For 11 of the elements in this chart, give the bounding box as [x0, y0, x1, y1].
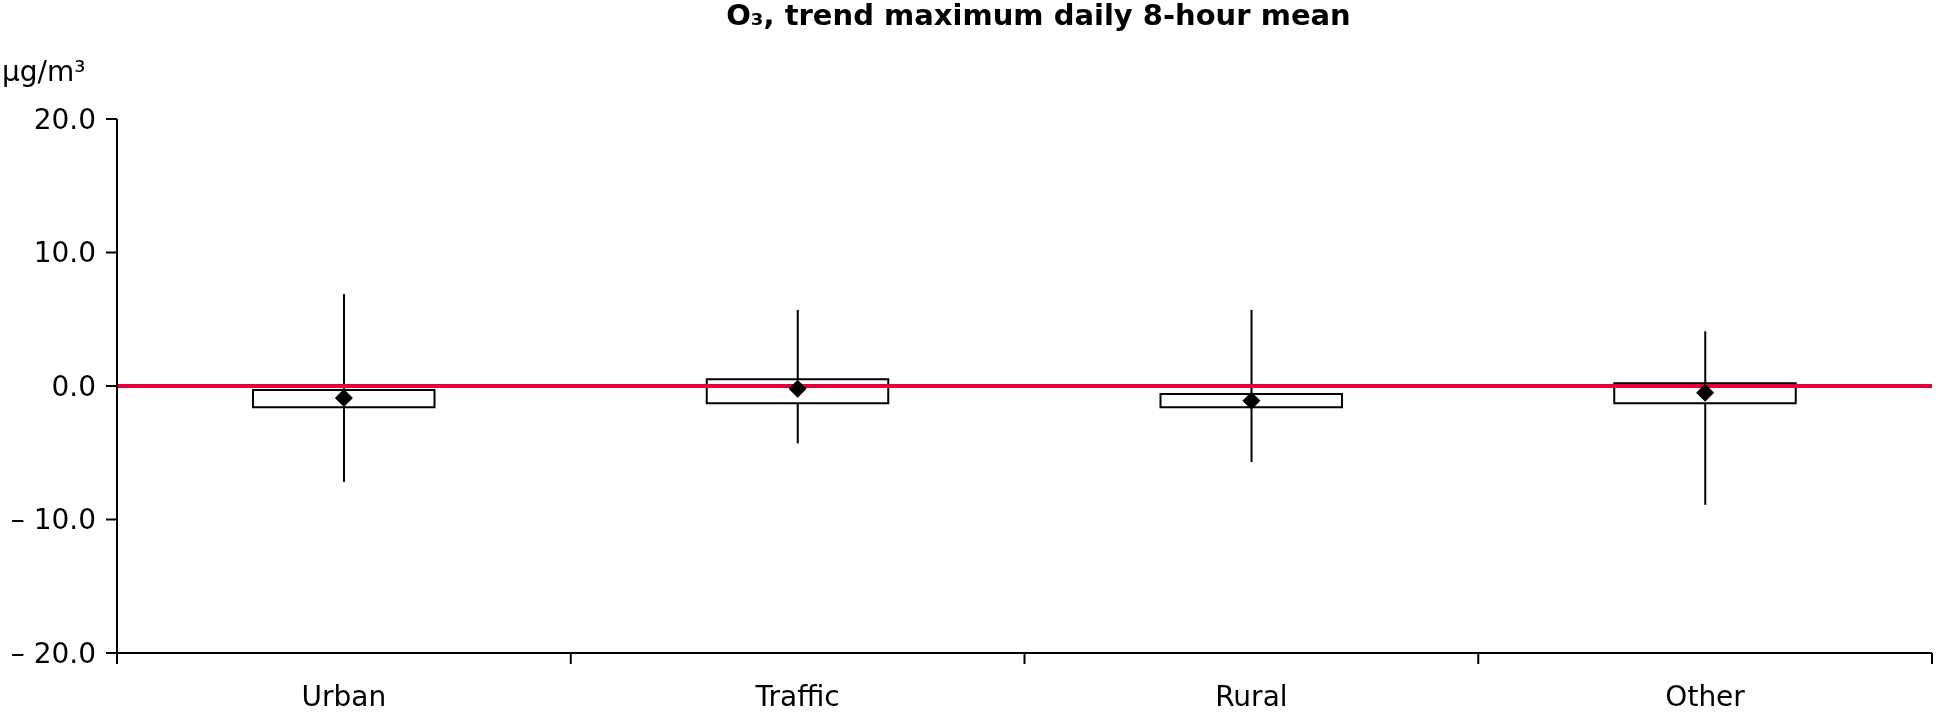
x-tick-label: Traffic [754, 680, 840, 713]
x-tick-label: Other [1665, 680, 1746, 713]
y-axis-title: µg/m³ [2, 55, 86, 89]
y-tick-label: 0.0 [51, 369, 96, 403]
x-tick-label: Urban [301, 680, 387, 713]
y-tick-label: – 10.0 [10, 503, 96, 537]
chart-title: O₃, trend maximum daily 8-hour mean [725, 0, 1352, 33]
y-tick-label: 10.0 [33, 236, 96, 270]
y-tick-label: – 20.0 [10, 636, 96, 670]
y-tick-label: 20.0 [33, 102, 96, 136]
x-tick-label: Rural [1215, 680, 1288, 713]
